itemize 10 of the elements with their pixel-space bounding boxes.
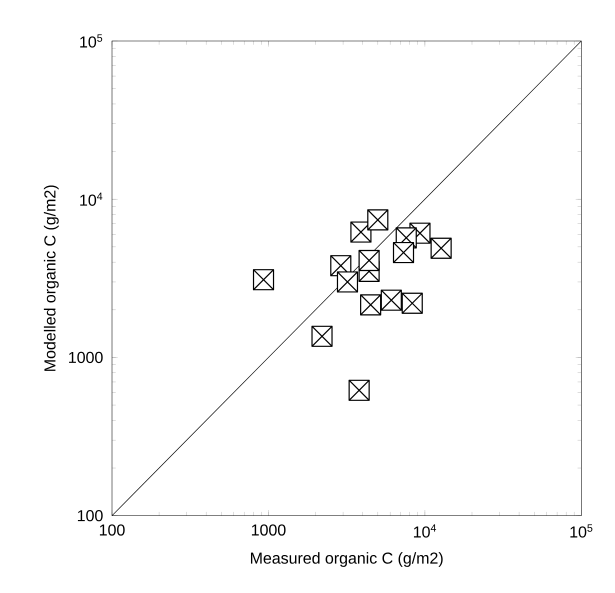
x-tick-label: 1000 — [252, 524, 286, 536]
y-axis-title: Modelled organic C (g/m2) — [44, 185, 59, 371]
y-tick-label: 10$^{4}$ — [80, 192, 102, 206]
y-tick-label: 100 — [78, 510, 103, 522]
y-tick-label: 1000 — [69, 352, 103, 364]
x-tick-label: 10$^{4}$ — [414, 524, 436, 538]
x-tick-label: 100 — [100, 524, 125, 536]
x-axis-title: Measured organic C (g/m2) — [250, 552, 443, 567]
x-tick-label: 10$^{5}$ — [570, 524, 592, 538]
y-tick-label: 10$^{5}$ — [80, 34, 102, 48]
